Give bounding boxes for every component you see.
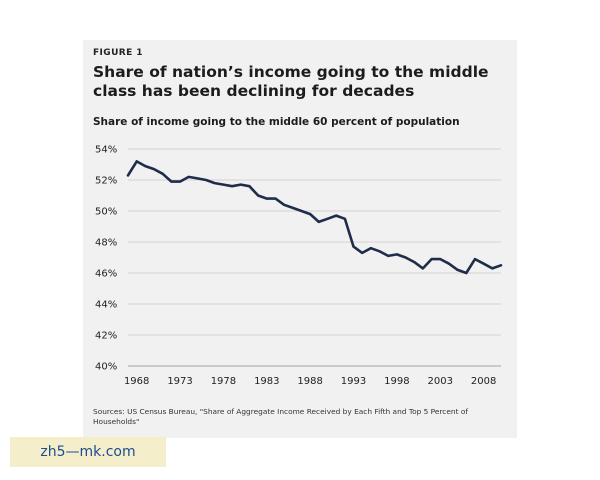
x-tick-label: 2003 [428, 376, 453, 387]
figure-panel: FIGURE 1 Share of nation’s income going … [83, 40, 517, 438]
figure-title: Share of nation’s income going to the mi… [93, 63, 489, 100]
x-tick-label: 1983 [254, 376, 279, 387]
figure-label: FIGURE 1 [93, 48, 143, 58]
x-tick-label: 1988 [297, 376, 322, 387]
line-chart: 40% 42% 44% 46% 48% 50% 52% 54% 1968 1973 1978 198… [95, 145, 503, 387]
x-tick-label: 1998 [384, 376, 409, 387]
y-tick-label: 54% [95, 145, 117, 156]
y-tick-label: 40% [95, 362, 117, 373]
x-tick-label: 1968 [124, 376, 149, 387]
watermark-text: zh5—mk.com [40, 444, 136, 460]
source-note: Sources: US Census Bureau, "Share of Agg… [93, 407, 468, 426]
y-tick-label: 50% [95, 207, 117, 218]
y-tick-label: 46% [95, 269, 117, 280]
x-tick-label: 1993 [341, 376, 366, 387]
gridlines [128, 148, 501, 367]
y-tick-label: 48% [95, 238, 117, 249]
chart-title: Share of income going to the middle 60 p… [93, 116, 460, 128]
watermark: zh5—mk.com [10, 437, 166, 467]
y-tick-label: 52% [95, 176, 117, 187]
x-tick-label: 2008 [471, 376, 496, 387]
y-tick-label: 44% [95, 300, 117, 311]
x-tick-label: 1978 [211, 376, 236, 387]
series-line [126, 160, 503, 275]
x-tick-label: 1973 [167, 376, 192, 387]
y-axis-labels: 40% 42% 44% 46% 48% 50% 52% 54% [95, 145, 117, 373]
x-axis-labels: 1968 1973 1978 1983 1988 1993 1998 2003 2008 [124, 376, 496, 387]
y-tick-label: 42% [95, 331, 117, 342]
